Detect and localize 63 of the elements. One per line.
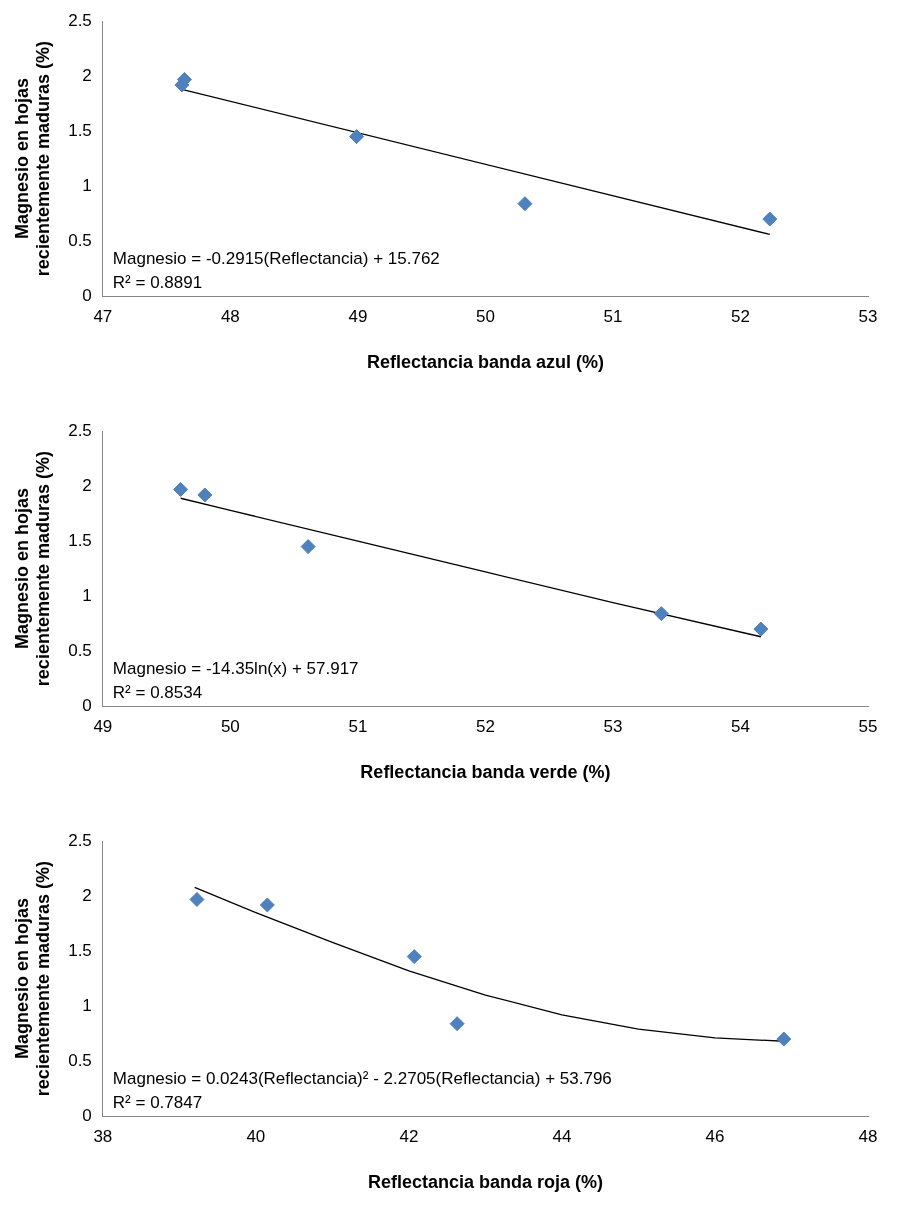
y-axis-title: Magnesio en hojas recientemente maduras (%) (11, 451, 54, 687)
x-tick-label: 50 (220, 716, 240, 736)
point (173, 481, 189, 497)
x-tick-label: 54 (731, 716, 750, 736)
y-tick-label: 1.5 (68, 530, 92, 550)
annotation: Magnesio = -14.35ln(x) + 57.917 (112, 659, 359, 679)
point (349, 129, 365, 145)
y-tick-label: 0.5 (68, 1050, 92, 1070)
y-tick-label: 2.5 (68, 420, 92, 440)
y-tick-label: 0.5 (68, 230, 92, 250)
x-tick-label: 46 (705, 1126, 725, 1146)
point (517, 196, 533, 212)
point (776, 1031, 792, 1047)
annotation: R² = 0.7847 (112, 1093, 203, 1113)
point (449, 1016, 465, 1032)
x-tick-label: 51 (603, 306, 623, 326)
x-tick-label: 52 (475, 716, 495, 736)
annotation: Magnesio = -0.2915(Reflectancia) + 15.762 (112, 249, 440, 269)
y-tick-label: 0 (82, 695, 92, 715)
x-tick-label: 52 (731, 306, 750, 326)
x-tick-label: 40 (246, 1126, 266, 1146)
x-tick-label: 49 (93, 716, 113, 736)
y-tick-label: 1 (82, 995, 92, 1015)
x-tick-label: 38 (93, 1126, 113, 1146)
annotation: R² = 0.8534 (112, 683, 203, 703)
x-axis-title: Reflectancia banda azul (%) (366, 352, 604, 373)
y-tick-label: 2 (82, 475, 92, 495)
y-tick-label: 2 (82, 885, 92, 905)
y-tick-label: 1.5 (68, 120, 92, 140)
x-tick-label: 53 (858, 306, 878, 326)
y-tick-label: 1.5 (68, 940, 92, 960)
annotation: Magnesio = 0.0243(Reflectancia)² - 2.2705(Reflectancia) + 53.796 (112, 1069, 612, 1089)
x-axis-title: Reflectancia banda verde (%) (360, 762, 611, 783)
point (406, 949, 422, 965)
y-tick-label: 2 (82, 65, 92, 85)
y-tick-label: 2.5 (68, 10, 92, 30)
x-tick-label: 53 (603, 716, 623, 736)
point (189, 891, 205, 907)
point (197, 487, 213, 503)
y-tick-label: 0.5 (68, 640, 92, 660)
x-tick-label: 47 (93, 306, 113, 326)
x-axis-title: Reflectancia banda roja (%) (367, 1172, 603, 1193)
point (259, 897, 275, 913)
y-axis-title: Magnesio en hojas recientemente maduras (%) (11, 861, 54, 1097)
y-tick-label: 0 (82, 1105, 92, 1125)
point (762, 211, 778, 227)
x-tick-label: 44 (552, 1126, 572, 1146)
y-tick-label: 1 (82, 175, 92, 195)
x-tick-label: 48 (858, 1126, 878, 1146)
x-tick-label: 49 (348, 306, 368, 326)
y-tick-label: 1 (82, 585, 92, 605)
x-tick-label: 50 (475, 306, 495, 326)
point (653, 606, 669, 622)
x-tick-label: 48 (220, 306, 240, 326)
x-tick-label: 42 (399, 1126, 419, 1146)
y-tick-label: 0 (82, 285, 92, 305)
x-tick-label: 55 (858, 716, 878, 736)
y-axis-title: Magnesio en hojas recientemente maduras (%) (11, 41, 54, 277)
point (753, 621, 769, 637)
y-tick-label: 2.5 (68, 830, 92, 850)
point (300, 539, 316, 555)
annotation: R² = 0.8891 (112, 273, 203, 293)
x-tick-label: 51 (348, 716, 368, 736)
